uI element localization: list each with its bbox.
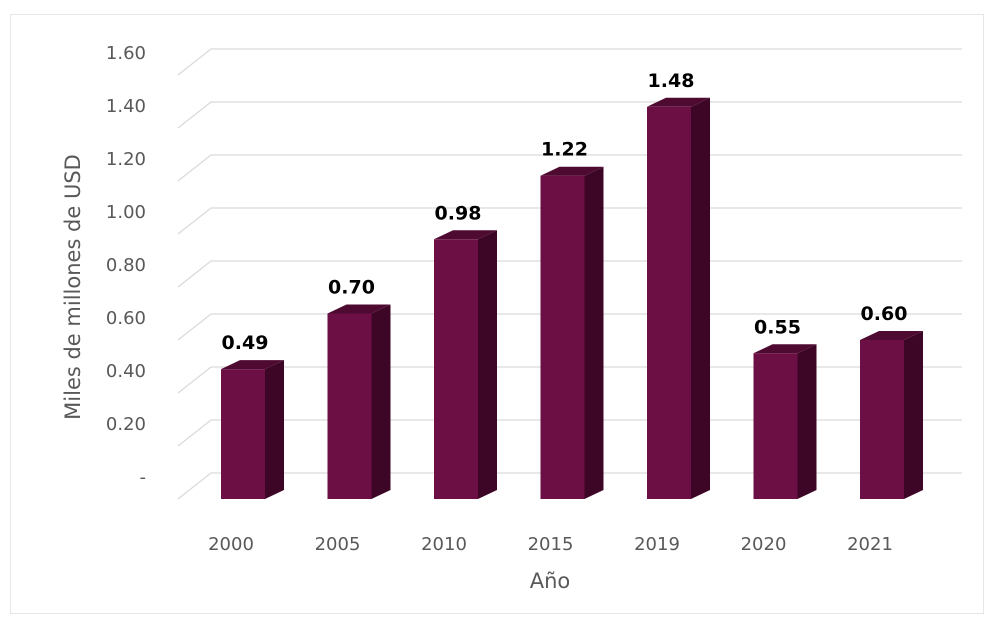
y-axis-title: Miles de millones de USD xyxy=(61,154,85,420)
gridline xyxy=(177,48,962,76)
x-axis-ticks: 2000 2005 2010 2015 2019 2020 2021 xyxy=(208,534,893,555)
y-tick-label: 0.40 xyxy=(106,361,146,382)
x-tick-label: 2010 xyxy=(421,534,467,555)
bar-top xyxy=(540,166,604,176)
bar xyxy=(434,230,497,500)
bar-top xyxy=(327,304,391,314)
x-axis-title: Año xyxy=(530,569,571,593)
data-label: 1.48 xyxy=(648,70,695,92)
bar-front xyxy=(221,369,265,499)
y-tick-label: 0.80 xyxy=(106,255,146,276)
bar-side xyxy=(478,230,497,500)
bar-top xyxy=(434,230,497,240)
bar-top xyxy=(753,344,817,354)
y-tick-label: 1.60 xyxy=(106,43,146,64)
bar xyxy=(221,360,284,499)
bar-side xyxy=(371,304,391,499)
y-tick-label: 1.00 xyxy=(106,202,146,223)
data-label: 0.55 xyxy=(754,316,801,338)
gridline xyxy=(177,313,962,341)
data-label: 0.98 xyxy=(435,202,482,224)
bar-front xyxy=(327,313,372,499)
bar xyxy=(753,344,817,499)
bar-front xyxy=(540,175,585,499)
bar-front xyxy=(434,239,478,500)
bar xyxy=(647,97,710,500)
bar-front xyxy=(647,106,691,500)
gridline xyxy=(177,207,962,235)
data-labels: 0.49 0.70 0.98 1.22 1.48 0.55 0.60 xyxy=(222,70,908,354)
bar-front xyxy=(753,353,798,499)
x-tick-label: 2005 xyxy=(315,534,361,555)
x-tick-label: 2020 xyxy=(741,534,787,555)
data-label: 0.70 xyxy=(328,277,375,299)
y-tick-label: 0.60 xyxy=(106,308,146,329)
data-label: 0.60 xyxy=(861,303,908,325)
gridline xyxy=(177,472,962,500)
x-tick-label: 2000 xyxy=(208,534,254,555)
y-tick-label: 1.40 xyxy=(106,96,146,117)
data-label: 0.49 xyxy=(222,332,269,354)
y-tick-label: 0.20 xyxy=(106,414,146,435)
bar-front xyxy=(860,340,904,499)
bars xyxy=(221,97,923,500)
bar-top xyxy=(221,360,284,370)
bar-side xyxy=(797,344,817,499)
x-tick-label: 2019 xyxy=(634,534,680,555)
data-label: 1.22 xyxy=(541,139,588,161)
gridline xyxy=(177,419,962,447)
bar-top xyxy=(860,331,923,340)
x-tick-label: 2015 xyxy=(528,534,574,555)
bar xyxy=(860,331,923,499)
x-tick-label: 2021 xyxy=(847,534,893,555)
bar-side xyxy=(691,97,710,500)
gridline xyxy=(177,101,962,129)
gridline xyxy=(177,154,962,182)
bar-side xyxy=(265,360,284,499)
y-tick-label: 1.20 xyxy=(106,149,146,170)
y-tick-label: - xyxy=(140,467,147,488)
bar xyxy=(540,166,604,499)
bar-side xyxy=(584,166,604,499)
gridlines xyxy=(177,48,962,500)
y-axis-ticks: - 0.20 0.40 0.60 0.80 1.00 1.20 1.40 1.60 xyxy=(106,43,146,488)
gridline xyxy=(177,260,962,288)
bar xyxy=(327,304,391,499)
bar-side xyxy=(904,331,923,499)
bar-top xyxy=(647,97,710,107)
gridline xyxy=(177,366,962,394)
